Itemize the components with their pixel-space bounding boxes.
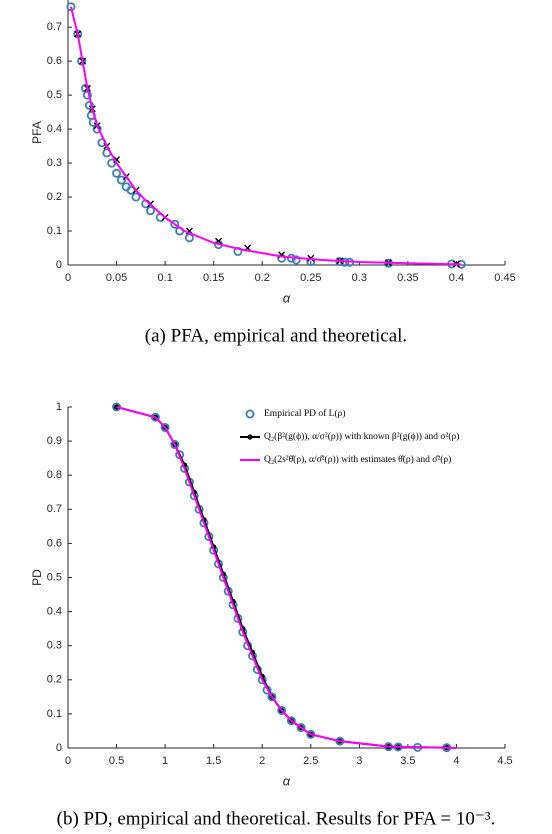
y-tick-label: 0.3 (47, 640, 62, 652)
x-tick-label: 0 (65, 755, 71, 767)
y-tick-label: 0.6 (47, 55, 62, 67)
data-point (184, 233, 194, 243)
x-tick-label: 0 (65, 272, 71, 284)
series-line (116, 406, 457, 749)
legend-label: Empirical PD of L(ρ) (264, 408, 346, 419)
y-tick-label: 0.4 (47, 606, 62, 618)
data-point (146, 206, 156, 216)
y-tick-label: 0.5 (47, 571, 62, 583)
legend-label: Q₂(2s²θ̂(ρ), α/σ̂²(ρ)) with estimates θ̂… (264, 454, 451, 465)
x-tick-label: 0.1 (157, 272, 172, 284)
legend-marker (247, 434, 253, 440)
y-tick-label: 0 (56, 742, 62, 754)
x-tick-label: 0.35 (397, 272, 418, 284)
x-tick-label: 0.15 (203, 272, 224, 284)
x-tick-label: 0.25 (300, 272, 321, 284)
data-point (116, 175, 126, 185)
data-point (107, 158, 117, 168)
data-point (170, 219, 180, 229)
x-axis-label: α (283, 290, 291, 305)
x-tick-label: 0.4 (449, 272, 464, 284)
y-tick-label: 1 (56, 401, 62, 413)
data-point (160, 422, 170, 432)
x-tick-label: 2 (259, 755, 265, 767)
data-point (126, 185, 136, 195)
x-tick-label: 0.5 (109, 755, 124, 767)
data-point (112, 168, 122, 178)
x-tick-label: 1 (162, 755, 168, 767)
series-line (69, 6, 462, 266)
x-tick-label: 4 (453, 755, 459, 767)
data-point (170, 440, 180, 450)
x-tick-label: 0.2 (255, 272, 270, 284)
x-tick-label: 2.5 (303, 755, 318, 767)
y-tick-label: 0.2 (47, 674, 62, 686)
y-tick-label: 0.3 (47, 157, 62, 169)
y-tick-label: 0.2 (47, 191, 62, 203)
y-tick-label: 0.4 (47, 123, 62, 135)
data-point (286, 716, 296, 726)
data-point (84, 100, 94, 110)
x-axis-label: α (283, 773, 291, 788)
x-tick-label: 3.5 (400, 755, 415, 767)
y-tick-label: 0.1 (47, 708, 62, 720)
x-tick-label: 1.5 (206, 755, 221, 767)
legend-label: Q₂(β²(g(ϕ)), α/σ²(ρ)) with known β²(g(ϕ)… (264, 431, 459, 442)
y-tick-label: 0.9 (47, 435, 62, 447)
y-tick-label: 0.7 (47, 21, 62, 33)
x-tick-label: 0.3 (352, 272, 367, 284)
data-point (291, 255, 301, 265)
y-axis-label: PD (30, 569, 44, 586)
y-tick-label: 0.1 (47, 225, 62, 237)
y-tick-label: 0 (56, 259, 62, 271)
data-point (131, 192, 141, 202)
x-tick-label: 0.45 (494, 272, 515, 284)
y-tick-label: 0.7 (47, 503, 62, 515)
data-point (296, 723, 306, 733)
x-tick-label: 4.5 (497, 755, 512, 767)
data-point (277, 705, 287, 715)
data-point (267, 692, 277, 702)
y-tick-label: 0.8 (47, 469, 62, 481)
y-axis-label: PFA (30, 121, 44, 144)
caption: (a) PFA, empirical and theoretical. (145, 325, 407, 346)
y-tick-label: 0.5 (47, 89, 62, 101)
x-tick-label: 3 (356, 755, 362, 767)
caption: (b) PD, empirical and theoretical. Resul… (57, 808, 496, 829)
x-tick-label: 0.05 (106, 272, 127, 284)
legend-marker (245, 409, 255, 419)
y-tick-label: 0.6 (47, 537, 62, 549)
